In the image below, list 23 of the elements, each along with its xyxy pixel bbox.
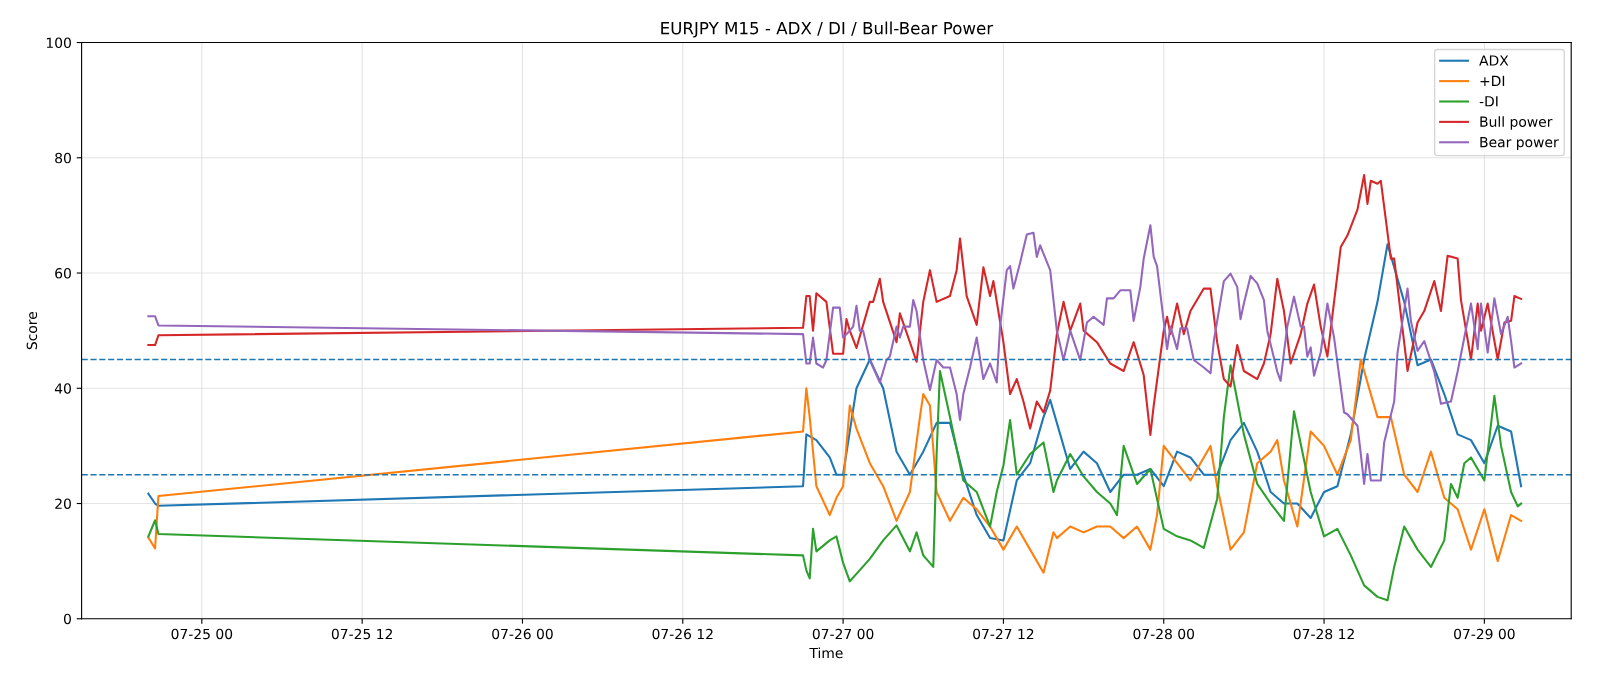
chart-title: EURJPY M15 - ADX / DI / Bull-Bear Power bbox=[661, 21, 994, 38]
x-tick-label: 07-28 00 bbox=[1133, 628, 1195, 640]
legend-label: -DI bbox=[1479, 96, 1498, 107]
legend-label: Bull power bbox=[1480, 116, 1553, 130]
x-axis-title: Time bbox=[809, 647, 843, 659]
x-tick-label: 07-28 12 bbox=[1293, 628, 1354, 640]
y-axis-title: Score bbox=[26, 311, 38, 350]
y-tick-label: 0 bbox=[63, 613, 71, 625]
legend-label: ADX bbox=[1479, 55, 1509, 66]
x-tick-label: 07-29 00 bbox=[1454, 628, 1515, 640]
legend-label: Bear power bbox=[1480, 137, 1559, 151]
x-tick-label: 07-27 12 bbox=[973, 628, 1034, 640]
y-tick-label: 40 bbox=[54, 383, 71, 394]
y-tick-label: 60 bbox=[55, 268, 71, 279]
x-tick-label: 07-27 00 bbox=[812, 628, 874, 640]
y-tick-label: 100 bbox=[46, 37, 71, 49]
x-tick-label: 07-25 00 bbox=[171, 628, 233, 640]
y-tick-label: 80 bbox=[55, 152, 71, 164]
x-tick-label: 07-26 12 bbox=[652, 628, 713, 640]
x-tick-label: 07-25 12 bbox=[331, 628, 392, 640]
legend-label: +DI bbox=[1480, 75, 1505, 86]
y-tick-label: 20 bbox=[55, 498, 71, 509]
x-tick-label: 07-26 00 bbox=[492, 628, 553, 640]
